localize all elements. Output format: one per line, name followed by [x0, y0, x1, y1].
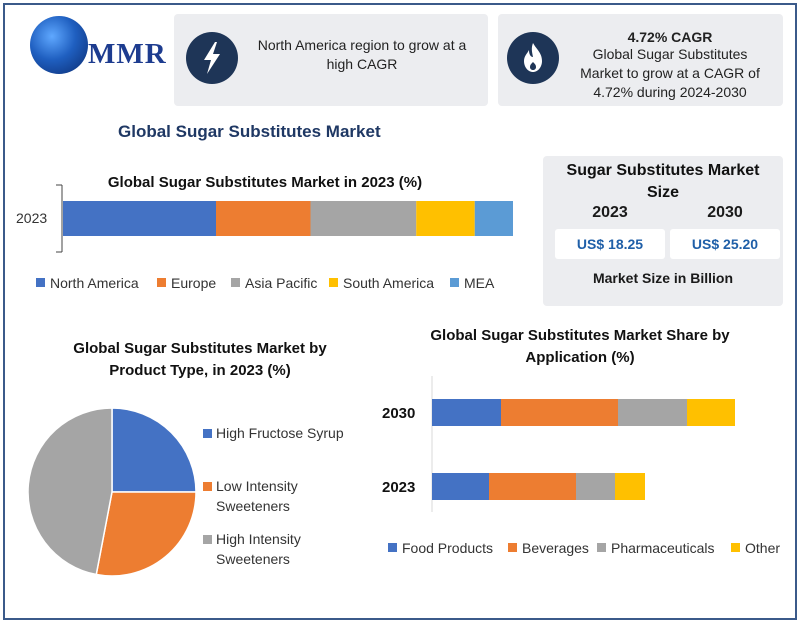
market-size-value-2030: US$ 25.20: [670, 229, 780, 259]
legend-swatch: [157, 278, 166, 287]
legend-europe: Europe: [157, 275, 216, 291]
bar-south-america: [416, 201, 475, 236]
market-size-title: Sugar Substitutes Market Size: [566, 162, 760, 201]
market-size-note: Market Size in Billion: [592, 270, 734, 286]
globe-logo-icon: [30, 16, 88, 74]
legend-swatch: [203, 482, 212, 491]
legend-label: Europe: [171, 275, 217, 291]
legend-swatch: [231, 278, 240, 287]
legend-pharmaceuticals: Pharmaceuticals: [597, 540, 715, 556]
bar-other-2030: [687, 399, 735, 426]
application-chart-title: Global Sugar Substitutes Market Share by…: [430, 327, 730, 366]
bar-pharmaceuticals-2030: [618, 399, 687, 426]
legend-other: Other: [731, 540, 780, 556]
legend-label: Other: [745, 540, 781, 556]
legend-beverages: Beverages: [508, 540, 589, 556]
cagr-headline: 4.72% CAGR: [627, 29, 713, 45]
legend-asia-pacific: Asia Pacific: [231, 275, 317, 291]
legend-mea: MEA: [450, 275, 494, 291]
bar-beverages-2023: [489, 473, 576, 500]
infographic-frame: [3, 3, 797, 620]
bar-mea: [474, 201, 513, 236]
legend-swatch: [450, 278, 459, 287]
legend-low-intensity-sweeteners: Low Intensity Sweeteners: [216, 478, 298, 514]
category-label-2023: 2023: [382, 479, 415, 496]
legend-label: Pharmaceuticals: [611, 540, 715, 556]
legend-swatch: [508, 543, 517, 552]
brand-logo: MMR: [88, 38, 167, 70]
legend-label: Asia Pacific: [245, 275, 318, 291]
legend-swatch: [388, 543, 397, 552]
flame-icon: [524, 43, 542, 72]
bar-north-america: [63, 201, 216, 236]
bar-food-products-2030: [432, 399, 501, 426]
bar-europe: [216, 201, 311, 236]
legend-label: North America: [50, 275, 139, 291]
bar-asia-pacific: [310, 201, 417, 236]
regional-chart-title: Global Sugar Substitutes Market in 2023 …: [107, 174, 423, 191]
slice-high-fructose-syrup: [111, 407, 197, 493]
legend-swatch: [36, 278, 45, 287]
bar-other-2023: [615, 473, 645, 500]
page-title: Global Sugar Substitutes Market: [118, 122, 381, 141]
product-type-chart-title: Global Sugar Substitutes Market by Produ…: [73, 340, 327, 379]
legend-swatch: [203, 429, 212, 438]
legend-high-intensity-sweeteners: High Intensity Sweeteners: [216, 531, 301, 567]
bar-pharmaceuticals-2023: [576, 473, 615, 500]
product-type-pie-chart: [27, 407, 197, 577]
legend-swatch: [731, 543, 740, 552]
legend-high-fructose-syrup: High Fructose Syrup: [216, 425, 344, 441]
legend-north-america: North America: [36, 275, 139, 291]
legend-label: Food Products: [402, 540, 494, 556]
flame-icon-badge: [507, 32, 559, 84]
region-growth-text: North America region to grow at a high C…: [257, 37, 467, 72]
market-size-value-2023: US$ 18.25: [555, 229, 665, 259]
market-size-year-2023: 2023: [592, 204, 628, 221]
bar-food-products-2023: [432, 473, 489, 500]
legend-label: Beverages: [522, 540, 589, 556]
legend-label: South America: [343, 275, 435, 291]
bar-beverages-2030: [501, 399, 618, 426]
legend-label: MEA: [464, 275, 495, 291]
category-label-2030: 2030: [382, 405, 415, 422]
market-size-year-2030: 2030: [707, 204, 743, 221]
application-stacked-bar-chart: 2030 2023: [382, 376, 735, 512]
legend-south-america: South America: [329, 275, 434, 291]
slice-high-intensity-sweeteners: [27, 407, 113, 576]
slice-low-intensity-sweeteners: [95, 491, 197, 577]
regional-category-label: 2023: [16, 210, 47, 226]
lightning-icon: [204, 42, 220, 74]
legend-swatch: [329, 278, 338, 287]
regional-stacked-bar-chart: 2023: [16, 184, 513, 253]
cagr-text: Global Sugar Substitutes Market to grow …: [580, 46, 760, 100]
lightning-icon-badge: [186, 32, 238, 84]
legend-swatch: [597, 543, 606, 552]
legend-swatch: [203, 535, 212, 544]
legend-food-products: Food Products: [388, 540, 493, 556]
